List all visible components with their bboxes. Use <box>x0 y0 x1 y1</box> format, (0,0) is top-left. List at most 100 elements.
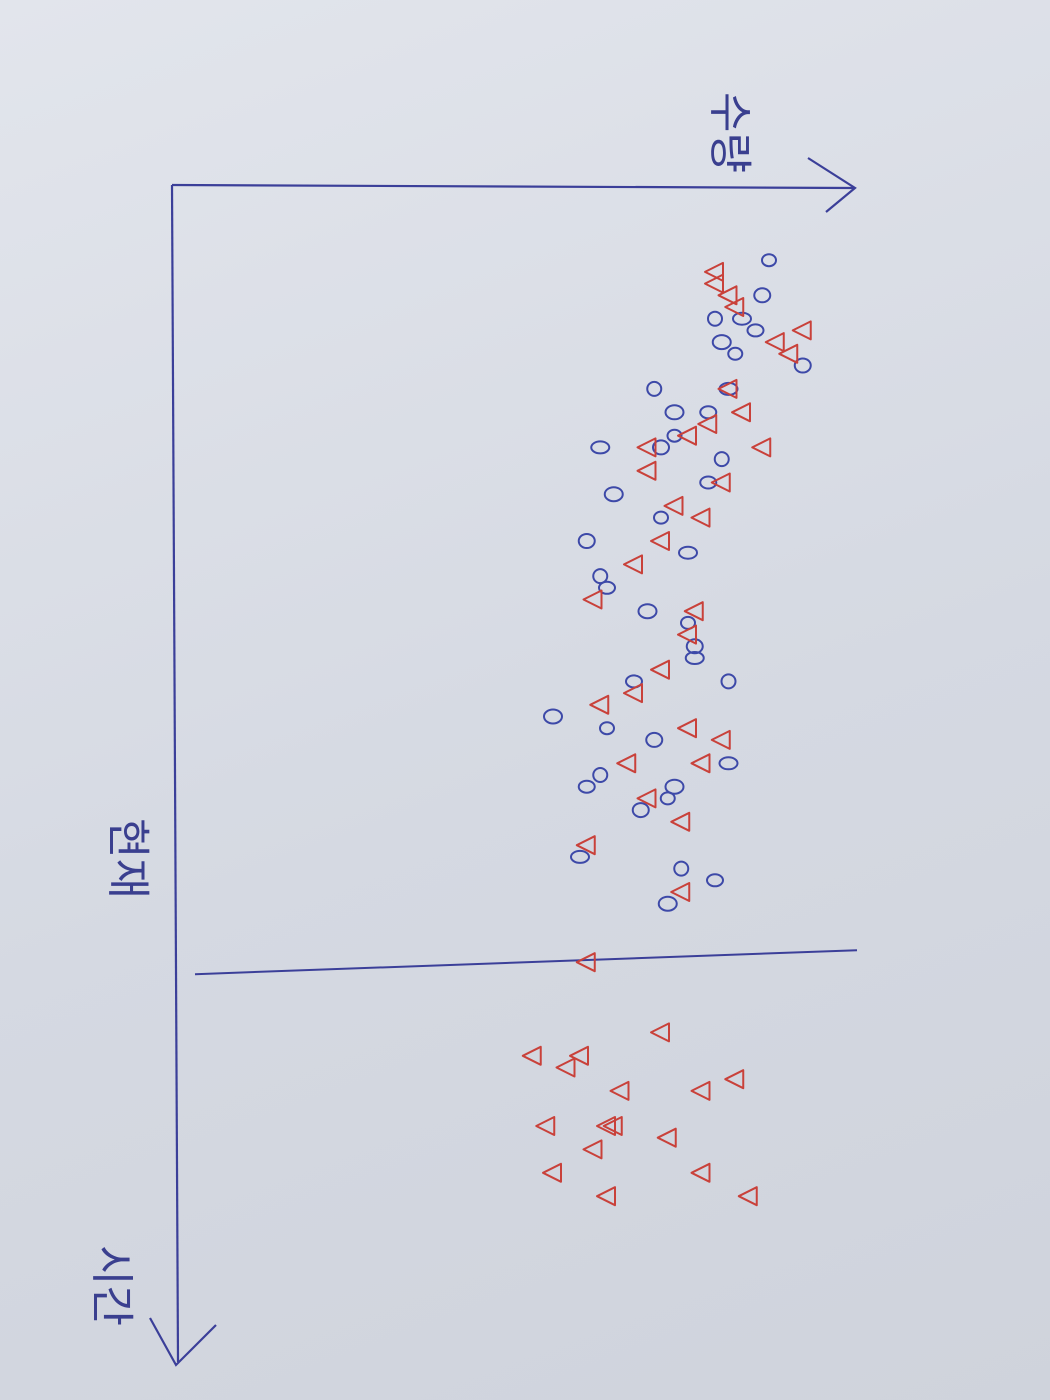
triangle-point-32 <box>575 835 596 856</box>
present-divider-line <box>194 949 858 976</box>
triangle-point-3 <box>717 285 738 306</box>
circle-point-5 <box>746 323 765 338</box>
triangle-point-46 <box>582 1139 603 1160</box>
triangle-point-20 <box>582 589 603 610</box>
time-axis-arrowhead <box>149 1317 217 1367</box>
circle-point-33 <box>718 756 739 771</box>
circle-point-18 <box>603 486 624 503</box>
quantity-axis-arrowhead <box>807 157 857 213</box>
triangle-point-13 <box>751 437 772 458</box>
circle-point-8 <box>793 357 812 374</box>
triangle-point-18 <box>650 531 670 551</box>
circle-point-41 <box>706 873 724 888</box>
circle-point-28 <box>720 673 737 690</box>
axes <box>149 157 858 1367</box>
circle-point-31 <box>599 721 615 736</box>
circle-point-35 <box>577 779 596 794</box>
triangle-point-31 <box>670 811 691 832</box>
circle-point-7 <box>727 346 744 361</box>
triangle-point-6 <box>764 332 785 353</box>
circle-point-10 <box>646 380 663 397</box>
triangle-point-24 <box>623 683 643 704</box>
triangle-point-21 <box>683 601 704 622</box>
triangle-point-7 <box>778 343 799 364</box>
circle-point-38 <box>631 802 650 819</box>
circle-point-12 <box>664 404 685 421</box>
annotation-label: 현재 <box>102 818 153 899</box>
circle-point-34 <box>592 767 609 783</box>
triangle-point-47 <box>542 1162 562 1183</box>
quantity-axis-line <box>171 183 856 190</box>
triangle-point-39 <box>724 1069 745 1090</box>
triangle-point-41 <box>690 1080 711 1101</box>
y-axis-label: 수량 <box>704 92 755 173</box>
circle-point-24 <box>637 603 658 620</box>
triangle-point-28 <box>690 753 711 774</box>
triangle-point-38 <box>555 1057 576 1078</box>
circle-point-21 <box>678 545 698 560</box>
triangle-point-25 <box>589 694 610 715</box>
triangle-point-14 <box>636 460 657 481</box>
triangle-point-44 <box>596 1116 616 1136</box>
circle-point-3 <box>732 311 752 326</box>
triangle-point-19 <box>623 554 643 575</box>
circle-point-13 <box>666 428 683 443</box>
triangle-point-4 <box>724 297 745 317</box>
x-axis-label: 시간 <box>86 1245 137 1326</box>
circle-point-15 <box>590 440 611 455</box>
triangle-point-26 <box>677 718 697 739</box>
circle-point-20 <box>577 533 596 549</box>
triangle-point-30 <box>636 788 657 809</box>
triangle-point-23 <box>650 659 670 680</box>
circle-point-36 <box>664 778 685 795</box>
triangle-point-35 <box>650 1022 670 1043</box>
circle-point-2 <box>753 287 772 304</box>
circle-point-42 <box>657 895 678 912</box>
circle-point-39 <box>570 849 590 864</box>
triangle-point-12 <box>636 437 657 458</box>
marker-layer <box>521 253 812 1207</box>
circle-point-22 <box>592 568 609 585</box>
circle-point-4 <box>707 310 723 327</box>
circle-point-19 <box>653 510 669 525</box>
triangle-point-43 <box>602 1116 623 1136</box>
triangle-point-16 <box>663 495 684 516</box>
triangle-point-9 <box>731 402 751 423</box>
triangle-point-40 <box>609 1080 630 1101</box>
triangle-point-48 <box>690 1162 711 1183</box>
circle-point-23 <box>598 580 616 595</box>
circle-point-6 <box>711 334 732 351</box>
triangle-point-22 <box>677 624 697 645</box>
triangle-point-37 <box>569 1045 589 1066</box>
circle-point-17 <box>699 475 718 490</box>
triangle-point-1 <box>704 261 724 282</box>
circle-point-1 <box>761 253 777 268</box>
triangle-point-36 <box>521 1045 542 1066</box>
circle-point-16 <box>713 451 730 468</box>
circle-point-37 <box>659 791 676 806</box>
triangle-point-10 <box>697 414 718 434</box>
triangle-point-45 <box>656 1127 677 1148</box>
triangle-point-29 <box>616 753 637 774</box>
triangle-point-27 <box>710 729 731 750</box>
triangle-point-33 <box>670 882 691 902</box>
triangle-point-11 <box>677 425 697 446</box>
triangle-point-2 <box>704 273 724 294</box>
triangle-point-50 <box>737 1186 758 1207</box>
triangle-point-42 <box>535 1116 556 1136</box>
triangle-point-17 <box>690 507 711 528</box>
triangle-point-8 <box>717 378 738 399</box>
triangle-point-34 <box>575 952 596 973</box>
circle-point-32 <box>645 731 664 748</box>
triangle-point-5 <box>791 320 812 341</box>
circle-point-27 <box>684 651 705 665</box>
triangle-point-49 <box>596 1186 616 1207</box>
circle-point-40 <box>673 860 690 877</box>
circle-point-26 <box>685 638 704 655</box>
time-axis-line <box>170 184 180 1363</box>
circle-point-14 <box>652 439 670 456</box>
circle-point-30 <box>543 708 563 725</box>
triangle-point-15 <box>710 472 731 493</box>
